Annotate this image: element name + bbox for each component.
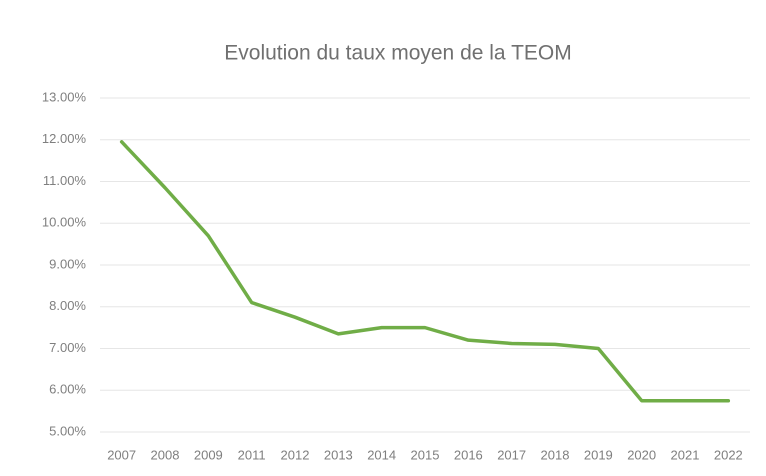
y-tick-label: 10.00% <box>42 215 87 230</box>
x-tick-label: 2007 <box>107 447 136 462</box>
x-tick-label: 2018 <box>541 447 570 462</box>
y-tick-label: 9.00% <box>49 256 86 271</box>
x-tick-label: 2022 <box>714 447 743 462</box>
data-line <box>119 140 731 403</box>
x-tick-label: 2020 <box>627 447 656 462</box>
chart-title: Evolution du taux moyen de la TEOM <box>224 42 571 65</box>
y-tick-label: 8.00% <box>49 298 86 313</box>
x-tick-label: 2014 <box>367 447 396 462</box>
x-tick-label: 2019 <box>584 447 613 462</box>
x-tick-label: 2013 <box>324 447 353 462</box>
x-tick-label: 2011 <box>238 447 266 462</box>
y-tick-label: 12.00% <box>42 131 87 146</box>
x-tick-label: 2016 <box>454 447 483 462</box>
y-tick-label: 13.00% <box>42 89 87 104</box>
x-tick-label: 2012 <box>281 447 310 462</box>
y-tick-label: 11.00% <box>43 173 87 188</box>
x-tick-label: 2015 <box>411 447 440 462</box>
x-tick-label: 2008 <box>151 447 180 462</box>
x-tick-label: 2009 <box>194 447 223 462</box>
x-tick-label: 2017 <box>497 447 526 462</box>
y-tick-label: 6.00% <box>49 382 86 397</box>
x-tick-label: 2021 <box>671 447 700 462</box>
y-tick-label: 7.00% <box>49 340 86 355</box>
y-tick-label: 5.00% <box>49 423 86 438</box>
